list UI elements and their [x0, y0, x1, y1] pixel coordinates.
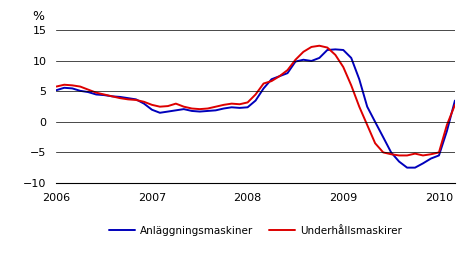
Line: Anläggningsmaskiner: Anläggningsmaskiner [56, 49, 455, 168]
Underhållsmaskirer [181, 105, 187, 108]
Underhållsmaskirer [141, 100, 147, 103]
Underhållsmaskirer [396, 154, 402, 157]
Underhållsmaskirer [452, 103, 458, 106]
Anläggningsmaskiner [452, 99, 458, 102]
Anläggningsmaskiner [141, 102, 147, 105]
Text: %: % [32, 10, 45, 23]
Anläggningsmaskiner [53, 89, 59, 92]
Anläggningsmaskiner [181, 108, 187, 111]
Anläggningsmaskiner [317, 56, 322, 59]
Anläggningsmaskiner [173, 109, 179, 112]
Anläggningsmaskiner [348, 56, 354, 59]
Legend: Anläggningsmaskiner, Underhållsmaskirer: Anläggningsmaskiner, Underhållsmaskirer [105, 222, 407, 240]
Anläggningsmaskiner [444, 130, 450, 133]
Anläggningsmaskiner [404, 166, 410, 169]
Underhållsmaskirer [444, 123, 450, 126]
Line: Underhållsmaskirer: Underhållsmaskirer [56, 46, 455, 155]
Anläggningsmaskiner [333, 48, 338, 51]
Underhållsmaskirer [317, 44, 322, 47]
Underhållsmaskirer [173, 102, 179, 105]
Underhållsmaskirer [348, 84, 354, 87]
Underhållsmaskirer [325, 46, 330, 49]
Underhållsmaskirer [53, 85, 59, 88]
